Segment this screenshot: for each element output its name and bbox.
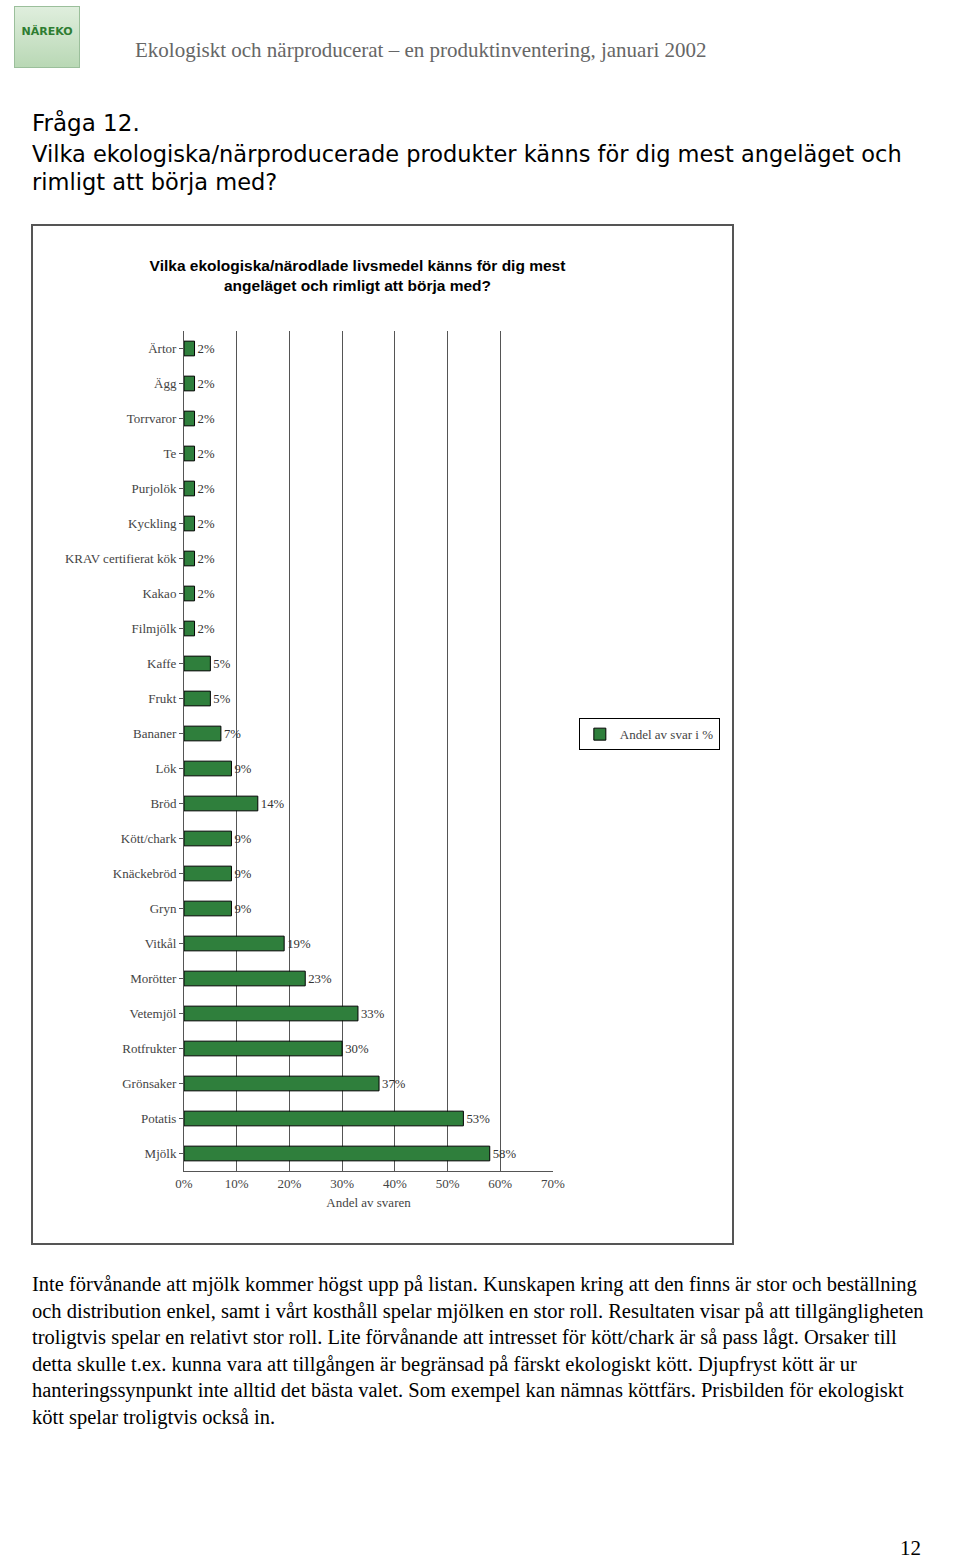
svg-text:70%: 70% — [541, 1176, 565, 1191]
svg-text:Filmjölk: Filmjölk — [132, 621, 177, 636]
svg-text:30%: 30% — [345, 1042, 369, 1056]
svg-text:2%: 2% — [198, 622, 215, 636]
html-text:Fråga 12.: Fråga 12. — [32, 110, 140, 136]
svg-text:60%: 60% — [488, 1176, 512, 1191]
svg-text:Frukt: Frukt — [148, 691, 177, 706]
svg-text:Andel av svar i %: Andel av svar i % — [620, 727, 713, 742]
svg-text:19%: 19% — [287, 937, 311, 951]
svg-text:30%: 30% — [330, 1176, 354, 1191]
svg-text:Vetemjöl: Vetemjöl — [129, 1006, 176, 1021]
svg-text:5%: 5% — [213, 657, 230, 671]
svg-text:2%: 2% — [198, 377, 215, 391]
svg-text:Lök: Lök — [155, 761, 176, 776]
html-text:12: 12 — [900, 1536, 921, 1560]
svg-text:2%: 2% — [198, 587, 215, 601]
svg-text:Bananer: Bananer — [133, 726, 177, 741]
svg-text:14%: 14% — [261, 797, 285, 811]
svg-text:10%: 10% — [225, 1176, 249, 1191]
svg-text:Bröd: Bröd — [150, 796, 177, 811]
svg-text:Mjölk: Mjölk — [145, 1146, 177, 1161]
html-text:Vilka ekologiska/närodlade liv: Vilka ekologiska/närodlade livsmedel kän… — [149, 257, 566, 294]
svg-text:9%: 9% — [234, 902, 251, 916]
svg-text:Ägg: Ägg — [154, 376, 177, 391]
svg-text:Andel av svaren: Andel av svaren — [326, 1195, 411, 1210]
svg-text:53%: 53% — [466, 1112, 490, 1126]
svg-text:Potatis: Potatis — [141, 1111, 176, 1126]
svg-text:40%: 40% — [383, 1176, 407, 1191]
html-text:Ekologiskt och närproducerat –: Ekologiskt och närproducerat – en produk… — [135, 38, 707, 62]
svg-text:Morötter: Morötter — [130, 971, 177, 986]
svg-text:2%: 2% — [198, 412, 215, 426]
svg-text:37%: 37% — [382, 1077, 406, 1091]
html-text:NÄREKO: NÄREKO — [21, 25, 73, 38]
svg-text:58%: 58% — [493, 1147, 517, 1161]
svg-text:Kyckling: Kyckling — [128, 516, 177, 531]
svg-text:33%: 33% — [361, 1007, 385, 1021]
svg-text:Rotfrukter: Rotfrukter — [122, 1041, 177, 1056]
svg-text:9%: 9% — [234, 832, 251, 846]
svg-text:Purjolök: Purjolök — [132, 481, 177, 496]
svg-text:Gryn: Gryn — [150, 901, 177, 916]
svg-text:Te: Te — [164, 446, 177, 461]
svg-text:2%: 2% — [198, 447, 215, 461]
svg-text:Ärtor: Ärtor — [148, 341, 177, 356]
svg-text:2%: 2% — [198, 517, 215, 531]
svg-text:23%: 23% — [308, 972, 332, 986]
html-text:Inte förvånande att mjölk komm: Inte förvånande att mjölk kommer högst u… — [32, 1273, 924, 1428]
svg-text:9%: 9% — [234, 867, 251, 881]
svg-text:Knäckebröd: Knäckebröd — [113, 866, 177, 881]
svg-text:9%: 9% — [234, 762, 251, 776]
svg-text:KRAV certifierat kök: KRAV certifierat kök — [65, 551, 177, 566]
svg-text:2%: 2% — [198, 342, 215, 356]
svg-text:Kött/chark: Kött/chark — [121, 831, 177, 846]
svg-text:Kaffe: Kaffe — [147, 656, 177, 671]
svg-text:7%: 7% — [224, 727, 241, 741]
svg-text:20%: 20% — [278, 1176, 302, 1191]
svg-text:Kakao: Kakao — [142, 586, 176, 601]
svg-text:5%: 5% — [213, 692, 230, 706]
svg-text:Grönsaker: Grönsaker — [122, 1076, 177, 1091]
svg-text:2%: 2% — [198, 552, 215, 566]
html-text:Vilka ekologiska/närproducerad: Vilka ekologiska/närproducerade produkte… — [32, 141, 902, 195]
svg-text:Torrvaror: Torrvaror — [127, 411, 177, 426]
svg-text:2%: 2% — [198, 482, 215, 496]
svg-text:0%: 0% — [175, 1176, 193, 1191]
svg-text:Vitkål: Vitkål — [145, 936, 177, 951]
svg-text:50%: 50% — [436, 1176, 460, 1191]
